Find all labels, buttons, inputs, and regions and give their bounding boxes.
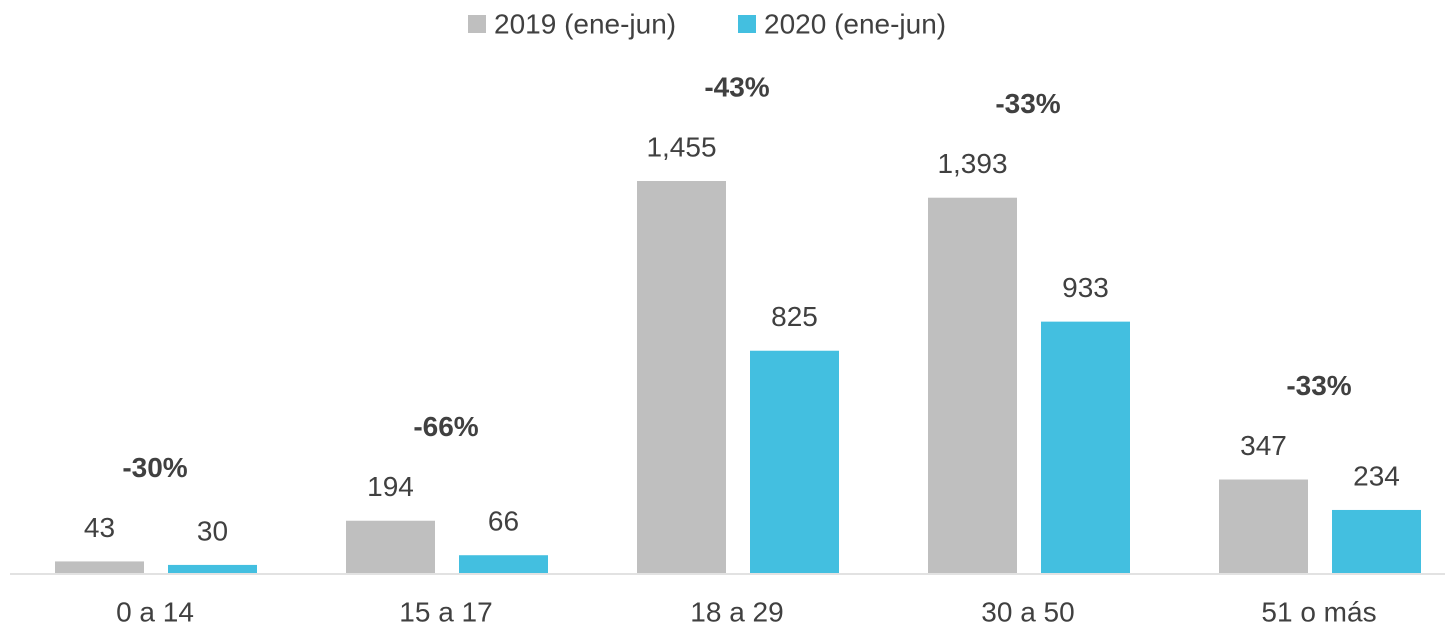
- value-label: 234: [1353, 460, 1400, 491]
- bar: [1041, 321, 1130, 573]
- bar: [1219, 479, 1308, 573]
- value-label: 347: [1240, 430, 1287, 461]
- bar: [1332, 509, 1421, 573]
- value-label: 1,455: [646, 131, 716, 162]
- value-label: 1,393: [937, 148, 1007, 179]
- x-tick-label: 15 a 17: [399, 596, 492, 627]
- legend-label: 2019 (ene-jun): [494, 8, 676, 39]
- x-tick-label: 0 a 14: [116, 596, 194, 627]
- bar: [750, 350, 839, 573]
- change-label: -33%: [995, 88, 1060, 119]
- x-tick-label: 30 a 50: [981, 596, 1074, 627]
- legend-swatch: [468, 15, 486, 33]
- bar: [168, 564, 257, 573]
- bar: [928, 197, 1017, 573]
- bar: [637, 181, 726, 573]
- value-label: 66: [488, 506, 519, 537]
- x-tick-label: 51 o más: [1261, 596, 1376, 627]
- legend-swatch: [738, 15, 756, 33]
- value-label: 933: [1062, 272, 1109, 303]
- change-label: -66%: [413, 411, 478, 442]
- change-label: -30%: [122, 452, 187, 483]
- value-label: 43: [84, 512, 115, 543]
- bar: [459, 555, 548, 573]
- x-tick-label: 18 a 29: [690, 596, 783, 627]
- value-label: 825: [771, 301, 818, 332]
- change-label: -33%: [1286, 370, 1351, 401]
- value-label: 194: [367, 471, 414, 502]
- legend-label: 2020 (ene-jun): [764, 8, 946, 39]
- value-label: 30: [197, 515, 228, 546]
- change-label: -43%: [704, 71, 769, 102]
- bar: [55, 561, 144, 573]
- bar: [346, 520, 435, 573]
